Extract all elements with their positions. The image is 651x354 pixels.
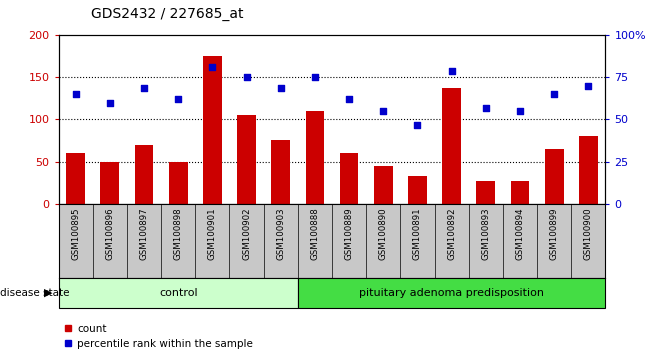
Point [173,96,184,102]
Bar [374,166,393,204]
Point [515,108,525,114]
Text: disease state: disease state [0,288,70,298]
Text: control: control [159,288,197,298]
Bar [66,153,85,204]
Point [242,75,252,80]
Text: GSM100892: GSM100892 [447,207,456,260]
Legend: count, percentile rank within the sample: count, percentile rank within the sample [64,324,253,349]
Text: GSM100895: GSM100895 [71,207,80,260]
Text: pituitary adenoma predisposition: pituitary adenoma predisposition [359,288,544,298]
Point [412,122,422,127]
Text: GSM100899: GSM100899 [549,207,559,260]
Bar [59,278,298,308]
Text: GSM100897: GSM100897 [139,207,148,260]
Bar [340,153,359,204]
Point [378,108,389,114]
Text: GSM100894: GSM100894 [516,207,525,260]
Point [549,91,559,97]
Point [447,68,457,74]
Bar [203,56,222,204]
Text: GSM100890: GSM100890 [379,207,388,260]
Bar [169,161,187,204]
Bar [510,181,529,204]
Point [70,91,81,97]
Text: GSM100893: GSM100893 [481,207,490,260]
Bar [305,111,324,204]
Text: GSM100901: GSM100901 [208,207,217,260]
Point [310,75,320,80]
Point [480,105,491,110]
Text: GSM100903: GSM100903 [276,207,285,260]
Bar [271,141,290,204]
Bar [579,136,598,204]
Point [105,100,115,105]
Bar [100,161,119,204]
Text: GSM100896: GSM100896 [105,207,115,260]
Bar [477,181,495,204]
Bar [298,278,605,308]
Point [275,85,286,90]
Text: GSM100902: GSM100902 [242,207,251,260]
Text: GSM100888: GSM100888 [311,207,320,260]
Bar [545,149,564,204]
Bar [442,87,461,204]
Text: GSM100891: GSM100891 [413,207,422,260]
Text: GSM100889: GSM100889 [344,207,353,260]
Bar [237,115,256,204]
Point [344,96,354,102]
Text: ▶: ▶ [44,288,52,298]
Text: GSM100900: GSM100900 [584,207,593,260]
Text: GDS2432 / 227685_at: GDS2432 / 227685_at [91,7,243,21]
Text: GSM100898: GSM100898 [174,207,183,260]
Point [583,83,594,88]
Point [207,64,217,70]
Point [139,85,149,90]
Bar [408,176,427,204]
Bar [135,145,154,204]
